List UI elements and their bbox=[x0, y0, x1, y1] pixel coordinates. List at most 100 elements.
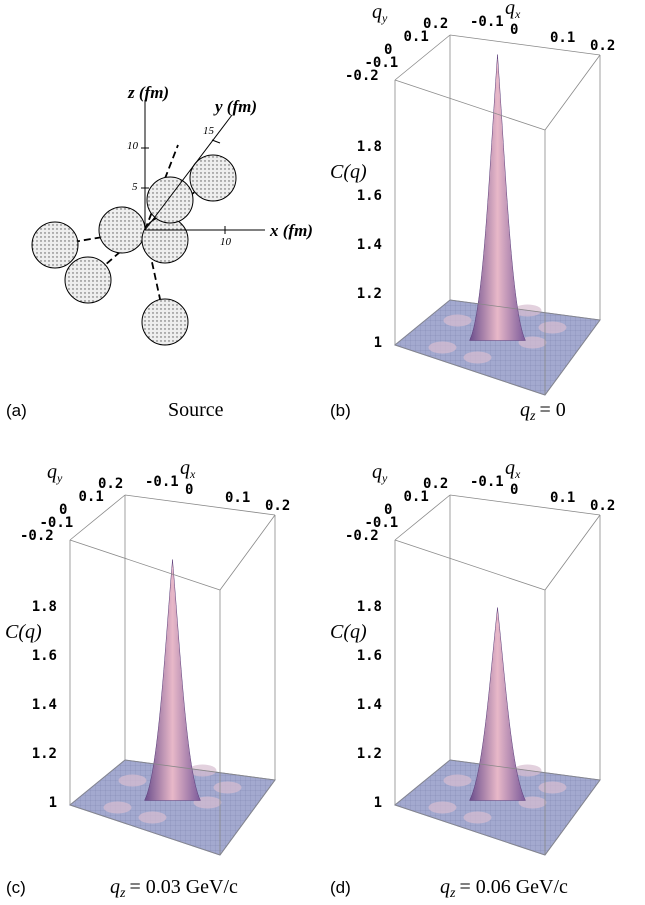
c-tick-label: 1.8 bbox=[357, 599, 382, 615]
qx-axis-label: qx bbox=[505, 0, 521, 21]
caption: qz = 0.06 GeV/c bbox=[440, 876, 568, 901]
qy-tick-label: 0 bbox=[384, 502, 392, 518]
box-edge bbox=[544, 779, 601, 856]
box-edge bbox=[544, 514, 601, 591]
qx-tick-label: 0.2 bbox=[590, 498, 615, 514]
z-tick: 5 bbox=[132, 181, 138, 193]
source-axes bbox=[141, 100, 265, 234]
box-edge bbox=[69, 539, 221, 591]
surface-peak bbox=[469, 607, 526, 801]
caption: qz = 0.03 GeV/c bbox=[110, 876, 238, 901]
c-tick-label: 1.6 bbox=[357, 188, 382, 204]
box-edge bbox=[394, 34, 451, 81]
caption: Source bbox=[168, 399, 224, 421]
panel-label: (d) bbox=[330, 878, 351, 897]
qx-tick-label: 0.1 bbox=[550, 490, 575, 506]
subscript: y bbox=[381, 471, 388, 485]
surface-ripple bbox=[138, 811, 167, 824]
surface-ripple bbox=[193, 796, 222, 809]
panel-label: (b) bbox=[330, 401, 351, 420]
box-edge bbox=[219, 779, 276, 856]
qy-tick-label: 0.2 bbox=[423, 476, 448, 492]
source-cells bbox=[31, 154, 237, 346]
surface-panel: -0.2-0.100.10.2 -0.1 0 0.1 0.2qy qx11.21.41.6… bbox=[330, 457, 615, 856]
box-edge bbox=[449, 494, 601, 516]
qy-tick-label: 0.1 bbox=[404, 489, 429, 505]
surface-ripple bbox=[518, 336, 547, 349]
c-tick-label: 1.8 bbox=[357, 139, 382, 155]
subscript: z bbox=[449, 886, 456, 901]
box-edge bbox=[219, 514, 276, 591]
qx-tick-label: 0 bbox=[510, 22, 518, 38]
y-tick: 15 bbox=[203, 125, 215, 137]
subscript: x bbox=[189, 467, 196, 481]
qx-tick-label: 0.1 bbox=[550, 30, 575, 46]
box-edge bbox=[449, 299, 601, 321]
symbol: q bbox=[505, 457, 515, 479]
surface-ripple bbox=[443, 314, 472, 327]
qy-tick-label: -0.2 bbox=[345, 68, 379, 84]
subscript: y bbox=[56, 471, 63, 485]
surface-ripple bbox=[213, 781, 242, 794]
qx-axis-label: qx bbox=[180, 457, 196, 481]
symbol: q bbox=[180, 457, 190, 479]
qx-axis-label: qx bbox=[505, 457, 521, 481]
surface-ripple bbox=[428, 801, 457, 814]
qy-tick-label: -0.1 bbox=[365, 55, 399, 71]
subscript: z bbox=[119, 886, 126, 901]
qy-axis-label: qy bbox=[372, 461, 388, 485]
box-edge bbox=[69, 804, 221, 856]
c-axis-label: C(q) bbox=[5, 621, 42, 643]
surface-ripple bbox=[463, 811, 492, 824]
surface-ripple bbox=[463, 351, 492, 364]
symbol: q bbox=[440, 876, 450, 898]
panel-a: x (fm) z (fm) y (fm) 10 15 10 5 (a) Sour… bbox=[6, 83, 313, 421]
qy-tick-label: 0.2 bbox=[423, 16, 448, 32]
x-tick: 10 bbox=[220, 236, 232, 248]
subscript: z bbox=[529, 409, 536, 424]
symbol: q bbox=[372, 1, 382, 23]
surface-peak bbox=[469, 54, 526, 341]
qx-tick-label: -0.1 bbox=[470, 474, 504, 490]
box-edge bbox=[69, 759, 126, 806]
qy-tick-label: 0 bbox=[384, 42, 392, 58]
box-edge bbox=[544, 319, 601, 396]
caption-text: = 0.03 GeV/c bbox=[129, 876, 238, 898]
qy-tick-label: -0.1 bbox=[40, 515, 74, 531]
z-tick: 10 bbox=[127, 140, 139, 152]
box-edge bbox=[394, 804, 546, 856]
box-edge bbox=[394, 494, 451, 541]
qy-tick-label: -0.2 bbox=[20, 528, 54, 544]
surface-ripple bbox=[538, 781, 567, 794]
panel-label: (c) bbox=[6, 878, 26, 897]
surface-ripple bbox=[443, 774, 472, 787]
surface-panel: -0.2-0.100.10.2 -0.1 0 0.1 0.2qy qx11.21.41.6… bbox=[5, 457, 290, 856]
symbol: q bbox=[505, 0, 515, 19]
c-tick-label: 1.2 bbox=[357, 286, 382, 302]
qx-tick-label: -0.1 bbox=[145, 474, 179, 490]
qx-tick-label: 0 bbox=[510, 482, 518, 498]
surface-ripple bbox=[518, 796, 547, 809]
c-tick-label: 1.2 bbox=[357, 746, 382, 762]
symbol: q bbox=[110, 876, 120, 898]
box-edge bbox=[69, 494, 126, 541]
x-axis-label: x (fm) bbox=[269, 221, 313, 240]
c-tick-label: 1 bbox=[374, 335, 382, 351]
surface-ripple bbox=[538, 321, 567, 334]
qx-tick-label: -0.1 bbox=[470, 14, 504, 30]
qx-tick-label: 0.1 bbox=[225, 490, 250, 506]
box-edge bbox=[449, 759, 601, 781]
qx-tick-label: 0 bbox=[185, 482, 193, 498]
surface-ripple bbox=[103, 801, 132, 814]
c-tick-label: 1.4 bbox=[357, 237, 382, 253]
box-edge bbox=[124, 494, 276, 516]
surface-panel: -0.2-0.100.10.2 -0.1 0 0.1 0.2qy qx11.21.41.6… bbox=[330, 0, 615, 396]
c-tick-label: 1.4 bbox=[32, 697, 57, 713]
qx-tick-label: 0.2 bbox=[590, 38, 615, 54]
box-edge bbox=[394, 299, 451, 346]
qy-tick-label: 0.1 bbox=[404, 29, 429, 45]
box-edge bbox=[124, 759, 276, 781]
subscript: x bbox=[514, 7, 521, 21]
c-tick-label: 1.4 bbox=[357, 697, 382, 713]
